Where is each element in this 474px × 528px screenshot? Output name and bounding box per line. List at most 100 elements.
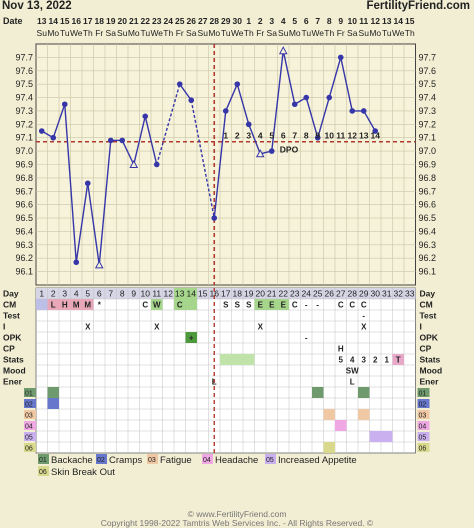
symptom-row-swatch-right (417, 432, 430, 441)
date-cell: 7 (315, 16, 320, 26)
footer-copyright: Copyright 1998-2022 Tamtris Web Services… (100, 518, 374, 528)
symptom-row-swatch-right (417, 410, 430, 419)
temp-line-segment (271, 50, 284, 152)
legend-number: 03 (148, 457, 156, 464)
weekday-cell: Mo (208, 28, 220, 38)
symptom-row-label-right: 03 (419, 413, 427, 420)
row-cell-value: + (189, 334, 194, 343)
dpo-number: 14 (371, 131, 381, 141)
day-number: 6 (97, 289, 102, 299)
date-cell: 30 (233, 16, 243, 26)
row-cell-value: T (396, 356, 401, 365)
y-tick-label-right: 96.5 (419, 213, 437, 223)
temp-line-segment (121, 140, 135, 165)
day-number: 3 (62, 289, 67, 299)
dpo-number: 13 (359, 131, 369, 141)
y-tick-label-right: 96.3 (419, 240, 437, 250)
y-tick-label-left: 96.4 (15, 226, 33, 236)
date-cell: 29 (221, 16, 231, 26)
temp-line-segment (98, 140, 112, 265)
row-cell-value: C (349, 301, 355, 310)
y-tick-label-left: 96.3 (15, 240, 33, 250)
y-tick-label-left: 96.7 (15, 186, 33, 196)
y-tick-label-right: 96.7 (419, 186, 437, 196)
cm-cell-fill (174, 299, 186, 310)
weekday-cell: Tu (221, 28, 231, 38)
y-tick-label-right: 96.9 (419, 160, 437, 170)
symptom-row-label-right: 05 (419, 435, 427, 442)
date-cell: 5 (292, 16, 297, 26)
weekday-cell: We (70, 28, 83, 38)
row-cell-value: W (153, 301, 161, 310)
dpo-number: 11 (336, 131, 345, 141)
row-cell-value: X (85, 323, 91, 332)
date-cell: 21 (129, 16, 139, 26)
date-cell: 24 (164, 16, 174, 26)
row-cell-value: E (258, 301, 264, 310)
day-number: 14 (187, 289, 197, 299)
date-cell: 23 (152, 16, 162, 26)
day-number: 24 (302, 289, 312, 299)
row-cell-value: - (316, 301, 319, 310)
temp-point (303, 94, 310, 101)
temp-line-segment (236, 83, 250, 125)
row-cell-value: 1 (385, 356, 390, 365)
row-label-right: Mood (420, 366, 443, 376)
symptom-cell (358, 409, 370, 420)
y-tick-label-left: 96.1 (15, 267, 33, 277)
symptom-cell (312, 387, 324, 398)
legend-swatch (96, 454, 107, 464)
cm-cell-fill (70, 299, 82, 310)
symptom-row-label-right: 01 (419, 391, 427, 398)
day-number: 17 (221, 289, 231, 299)
day-number: 5 (85, 289, 90, 299)
y-tick-label-left: 97.4 (15, 93, 33, 103)
temp-point (372, 128, 379, 134)
symptom-row-label: 05 (25, 435, 33, 442)
day-number: 15 (198, 289, 208, 299)
day-number: 32 (394, 289, 404, 299)
temp-point (38, 128, 45, 134)
footer-site: © www.FertilityFriend.com (187, 509, 287, 519)
day-number: 20 (256, 289, 266, 299)
stats-band (220, 354, 255, 365)
symptom-cell (47, 398, 59, 409)
date-cell: 14 (49, 16, 59, 26)
row-label-left: Day (3, 289, 19, 299)
symptom-row-label-right: 04 (419, 424, 427, 431)
temp-point (360, 108, 367, 114)
temp-line-segment (64, 104, 77, 263)
dpo-number: 6 (281, 131, 286, 141)
legend-label: Cramps (109, 455, 143, 466)
dpo-number: 5 (269, 131, 274, 141)
weekday-cell: Fr (95, 28, 103, 38)
weekday-cell: Sa (267, 28, 278, 38)
row-label-right: Stats (420, 355, 441, 365)
weekday-cell: Su (117, 28, 128, 38)
row-label-right: OPK (420, 333, 439, 343)
temp-line-segment (305, 97, 319, 138)
row-cell-value: X (154, 323, 160, 332)
cm-cell-fill (47, 299, 59, 310)
day-number: 7 (108, 289, 113, 299)
site-name: FertilityFriend.com (366, 0, 470, 12)
cm-cell-fill (266, 299, 278, 310)
day-number: 16 (210, 289, 220, 299)
y-tick-label-right: 97.4 (419, 93, 437, 103)
legend-label: Increased Appetite (278, 455, 357, 466)
day-number: 13 (175, 289, 185, 299)
temp-point (291, 101, 298, 108)
symptom-cell (381, 431, 393, 442)
date-cell: 16 (72, 16, 82, 26)
weekday-cell: Tu (140, 28, 150, 38)
y-tick-label-left: 96.8 (15, 173, 33, 183)
legend-label: Headache (215, 455, 258, 466)
row-cell-value: L (212, 378, 217, 387)
weekday-cell: Su (198, 28, 209, 38)
date-cell: 15 (405, 16, 415, 26)
legend-number: 02 (97, 457, 105, 464)
temp-point-open (129, 159, 139, 168)
date-cell: 12 (371, 16, 381, 26)
row-label-right: Day (420, 289, 436, 299)
y-tick-label-left: 96.5 (15, 213, 33, 223)
